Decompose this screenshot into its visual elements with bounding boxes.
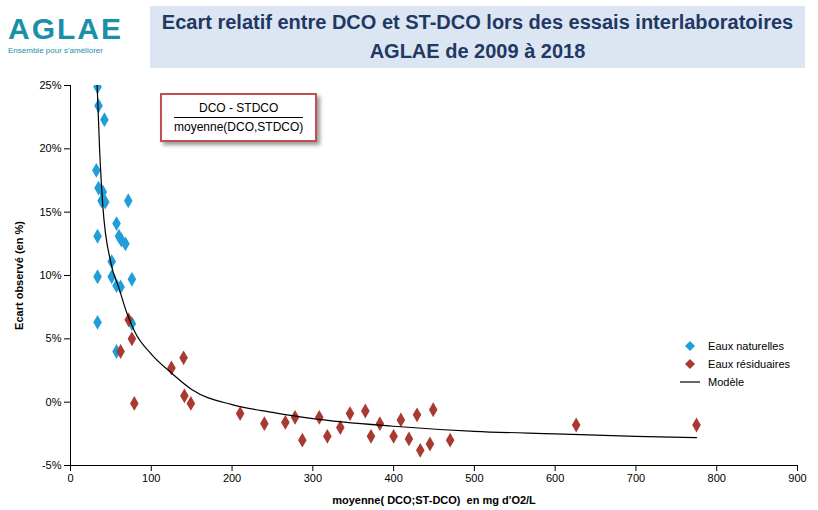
svg-text:100: 100 xyxy=(142,472,160,484)
svg-text:15%: 15% xyxy=(39,206,61,218)
svg-text:5%: 5% xyxy=(46,332,62,344)
svg-text:25%: 25% xyxy=(39,79,61,91)
svg-text:300: 300 xyxy=(304,472,322,484)
svg-text:500: 500 xyxy=(465,472,483,484)
html-text:Modèle: Modèle xyxy=(708,376,745,388)
html-text:Ensemble pour s'améliorer: Ensemble pour s'améliorer xyxy=(8,46,103,55)
svg-text:700: 700 xyxy=(627,472,645,484)
svg-text:20%: 20% xyxy=(39,142,61,154)
svg-text:900: 900 xyxy=(788,472,806,484)
svg-text:0: 0 xyxy=(67,472,73,484)
svg-text:moyenne( DCO;ST-DCO) en mg d': moyenne( DCO;ST-DCO) en mg d'O2/L xyxy=(332,494,536,506)
html-text:Eaux résiduaires: Eaux résiduaires xyxy=(708,358,790,370)
html-text:DCO - STDCO: DCO - STDCO xyxy=(199,101,279,115)
svg-text:600: 600 xyxy=(546,472,564,484)
html-text:moyenne(DCO,STDCO): moyenne(DCO,STDCO) xyxy=(174,120,304,134)
svg-text:200: 200 xyxy=(223,472,241,484)
html-text:Eaux naturelles: Eaux naturelles xyxy=(708,340,784,352)
svg-text:400: 400 xyxy=(384,472,402,484)
svg-text:-5%: -5% xyxy=(42,459,62,471)
svg-text:Ecart observé (en %): Ecart observé (en %) xyxy=(13,221,25,330)
html-text:AGLAE: AGLAE xyxy=(8,12,123,45)
svg-text:10%: 10% xyxy=(39,269,61,281)
svg-text:0%: 0% xyxy=(46,396,62,408)
svg-text:800: 800 xyxy=(708,472,726,484)
html-text:Ecart relatif entre DCO et ST-: Ecart relatif entre DCO et ST-DCO lors d… xyxy=(161,11,794,62)
